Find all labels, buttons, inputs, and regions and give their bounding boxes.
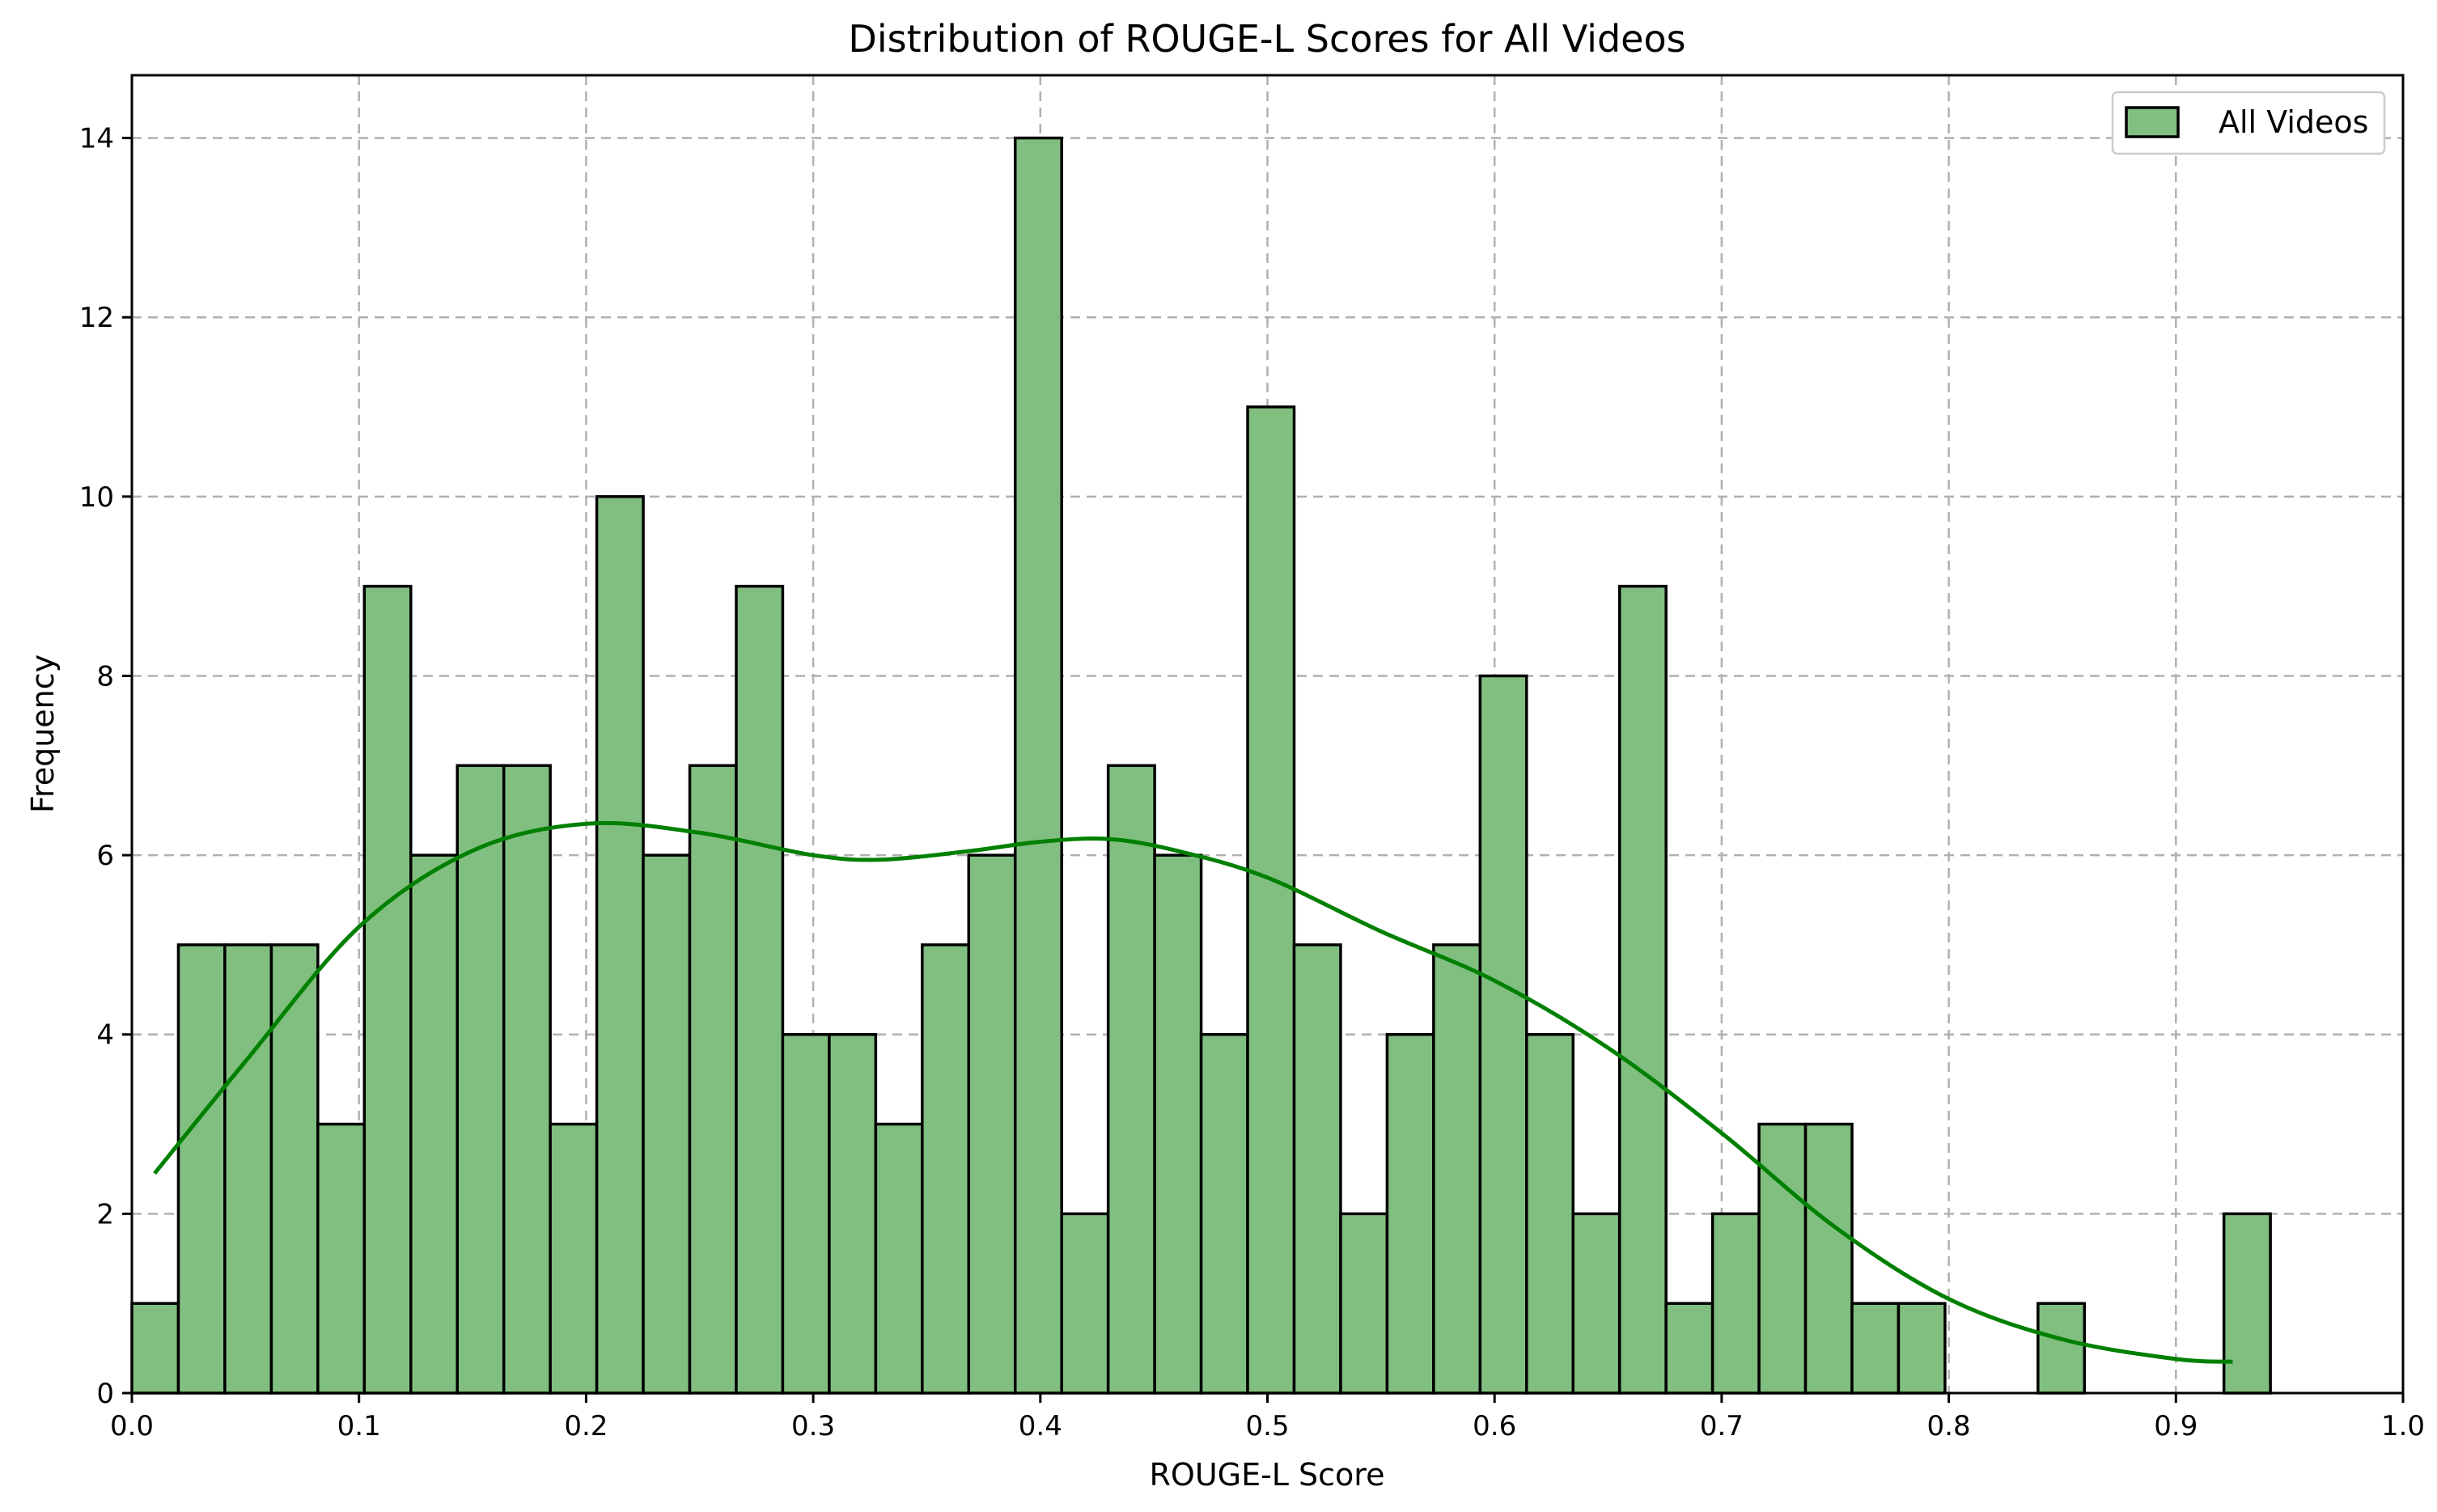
histogram-bar xyxy=(1432,943,1482,1395)
histogram-bar xyxy=(1617,584,1668,1395)
x-tick-label: 0.3 xyxy=(791,1410,835,1442)
histogram-bar xyxy=(1153,853,1203,1395)
histogram-bar xyxy=(735,584,785,1395)
histogram-bar xyxy=(130,1302,180,1395)
histogram-bar xyxy=(1803,1122,1854,1395)
y-tick-label: 2 xyxy=(96,1198,114,1230)
histogram-bar xyxy=(828,1032,878,1395)
histogram-bar xyxy=(176,943,227,1395)
x-tick-label: 0.6 xyxy=(1473,1410,1516,1442)
histogram-bar xyxy=(1897,1302,1947,1395)
histogram-bar xyxy=(1757,1122,1808,1395)
histogram-bar xyxy=(2036,1302,2087,1395)
histogram-bar xyxy=(223,943,273,1395)
histogram-bar xyxy=(1060,1212,1110,1395)
histogram-bar xyxy=(688,764,738,1395)
histogram-bar xyxy=(1478,674,1528,1395)
legend-box xyxy=(2111,91,2386,155)
histogram-bar xyxy=(642,853,692,1395)
kde-curve xyxy=(153,820,2233,1364)
histogram-bar xyxy=(409,853,459,1395)
histogram-bar xyxy=(502,764,552,1395)
histogram-bar xyxy=(456,764,506,1395)
histogram-bar xyxy=(1339,1212,1389,1395)
histogram-bar xyxy=(1246,405,1296,1395)
y-tick-label: 8 xyxy=(96,660,114,692)
x-tick-label: 1.0 xyxy=(2381,1410,2425,1442)
histogram-bar xyxy=(1710,1212,1761,1395)
histogram-bar xyxy=(1664,1302,1714,1395)
histogram-bar xyxy=(921,943,971,1395)
histogram-bar xyxy=(781,1032,831,1395)
chart-title: Distribution of ROUGE-L Scores for All V… xyxy=(848,17,1685,61)
y-tick-label: 4 xyxy=(96,1019,114,1052)
legend-swatch xyxy=(2125,106,2180,138)
legend: All Videos xyxy=(2111,91,2386,155)
x-tick-label: 0.7 xyxy=(1700,1410,1744,1442)
x-tick-label: 0.2 xyxy=(564,1410,608,1442)
x-axis-title: ROUGE-L Score xyxy=(1150,1457,1385,1493)
x-axis-ticks: 0.0 0.1 0.2 0.3 0.4 0.5 0.6 0.7 0.8 0.9 1.0 xyxy=(110,1393,2425,1442)
histogram-bar xyxy=(1106,764,1156,1395)
histogram-bar xyxy=(549,1122,599,1395)
histogram-bar xyxy=(362,584,413,1395)
histogram-bar xyxy=(269,943,320,1395)
histogram-bar xyxy=(1571,1212,1621,1395)
histogram-bar xyxy=(1013,136,1063,1395)
histogram-bar xyxy=(595,495,645,1395)
y-tick-label: 6 xyxy=(96,840,114,872)
x-tick-label: 0.8 xyxy=(1927,1410,1971,1442)
x-tick-label: 0.1 xyxy=(337,1410,381,1442)
histogram-bar xyxy=(874,1122,924,1395)
histogram-bar xyxy=(316,1122,367,1395)
x-tick-label: 0.9 xyxy=(2154,1410,2198,1442)
histogram-bar xyxy=(1385,1032,1435,1395)
y-tick-label: 14 xyxy=(79,123,114,155)
x-tick-label: 0.5 xyxy=(1245,1410,1289,1442)
histogram-bar xyxy=(1525,1032,1575,1395)
histogram-bar xyxy=(2222,1212,2272,1395)
legend-label: All Videos xyxy=(2219,104,2368,140)
y-axis-ticks: 0 2 4 6 8 10 12 14 xyxy=(79,123,132,1410)
histogram-bar xyxy=(1850,1302,1901,1395)
y-tick-label: 0 xyxy=(96,1378,114,1410)
y-tick-label: 10 xyxy=(79,481,114,514)
y-axis-title: Frequency xyxy=(25,654,61,813)
x-tick-label: 0.4 xyxy=(1019,1410,1062,1442)
histogram-bar xyxy=(967,853,1017,1395)
x-tick-label: 0.0 xyxy=(110,1410,154,1442)
histogram-bars xyxy=(130,136,2272,1395)
histogram-bar xyxy=(1292,943,1342,1395)
y-tick-label: 12 xyxy=(79,302,114,334)
histogram-bar xyxy=(1199,1032,1249,1395)
